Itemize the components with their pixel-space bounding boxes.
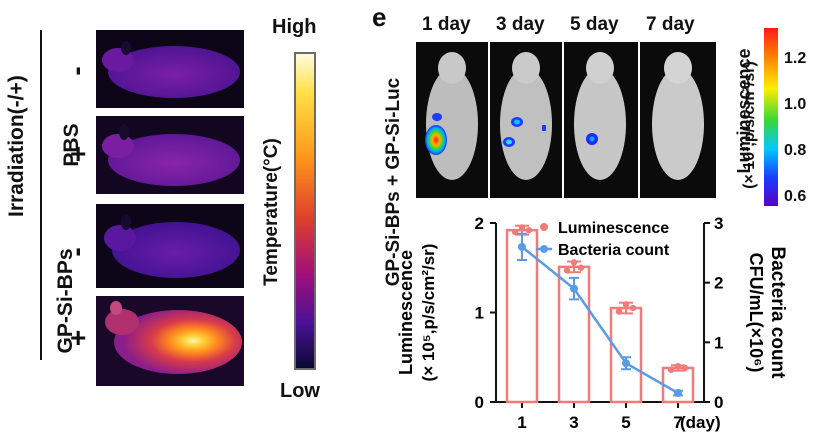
- x-tick-label: 7: [673, 413, 682, 432]
- bacteria-count-point: [518, 242, 526, 251]
- thermal-image-gpsi-no-irradiation: [96, 204, 244, 288]
- temperature-colorbar: [294, 52, 316, 370]
- bacteria-count-point: [622, 359, 630, 368]
- right-y-tick-label: 3: [714, 214, 723, 233]
- thermal-section: Irradiation(-/+) PBS GP-Si-BPs - + - +: [0, 0, 360, 443]
- sign-plus-gpsi: +: [70, 322, 87, 353]
- luminescence-point: [629, 304, 637, 312]
- luminescence-point: [577, 264, 585, 271]
- luminescence-colorbar: [764, 28, 778, 206]
- mouse-bioluminescence: [500, 52, 552, 180]
- sign-minus-gpsi: -: [60, 247, 92, 257]
- luminescence-image-day3: [490, 42, 562, 198]
- colorbar-high-label: High: [272, 16, 317, 38]
- right-y-tick-label: 1: [714, 333, 723, 352]
- legend-bacteria-label: Bacteria count: [558, 242, 670, 259]
- luminescence-point: [667, 366, 675, 373]
- luminescence-colorbar-label-2: (× 10³,p/s/cm²/sr): [741, 61, 758, 189]
- irradiation-label: Irradiation(-/+): [5, 75, 28, 217]
- thermal-image-pbs-no-irradiation: [96, 30, 244, 108]
- sign-minus-pbs: -: [60, 66, 92, 76]
- luminescence-point: [674, 363, 682, 370]
- luminescence-point: [615, 308, 623, 315]
- legend-luminescence-label: Luminescence: [558, 220, 669, 237]
- mouse-bioluminescence: [652, 52, 704, 180]
- x-tick-label: 3: [569, 413, 578, 432]
- day-title-3: 3 day: [496, 14, 545, 35]
- luminescence-point: [563, 267, 571, 274]
- mouse-silhouette: [104, 214, 240, 278]
- thermal-image-gpsi-irradiation: [96, 296, 244, 386]
- mouse-bioluminescence: [574, 52, 626, 180]
- left-y-tick-label: 0: [475, 393, 484, 412]
- right-y-axis-subtitle: CFU/mL(×10⁶): [746, 253, 766, 373]
- luminescence-point: [622, 301, 630, 308]
- thermal-image-pbs-irradiation: [96, 116, 244, 194]
- x-tick-label: 5: [621, 413, 630, 432]
- day-title-1: 1 day: [422, 14, 471, 35]
- mouse-silhouette: [105, 301, 242, 374]
- day-title-7: 7 day: [646, 14, 695, 35]
- x-tick-label: 1: [517, 413, 526, 432]
- x-unit-label: (day): [680, 413, 721, 432]
- luminescence-point: [570, 259, 578, 266]
- mouse-silhouette: [102, 124, 240, 186]
- luminescence-bar: [609, 306, 643, 404]
- bacteria-count-point: [570, 284, 578, 293]
- colorbar-tick-1-2: 1.2: [784, 50, 807, 67]
- legend-luminescence-marker: [540, 223, 548, 231]
- luminescence-point: [518, 224, 526, 231]
- bacteria-count-line: [521, 245, 679, 395]
- colorbar-tick-0-8: 0.8: [784, 142, 807, 159]
- colorbar-low-label: Low: [280, 380, 320, 402]
- luminescence-point: [525, 226, 533, 234]
- colorbar-tick-1-0: 1.0: [784, 96, 807, 113]
- left-y-axis-title: Luminescence: [396, 250, 416, 375]
- bacteria-count-point: [674, 389, 682, 398]
- mouse-bioluminescence: [425, 52, 478, 180]
- luminescence-image-day5: [564, 42, 638, 198]
- legend-bacteria-marker: [540, 245, 548, 253]
- left-y-axis-subtitle: (× 10⁵,p/s/cm²/sr): [419, 244, 438, 382]
- left-y-tick-label: 2: [475, 214, 484, 233]
- day-title-5: 5 day: [570, 14, 619, 35]
- sign-plus-pbs: +: [70, 138, 87, 169]
- mouse-silhouette: [102, 41, 240, 98]
- luminescence-point: [681, 364, 689, 372]
- group-bracket-line: [40, 30, 42, 360]
- right-y-axis-title: Bacteria count: [767, 247, 788, 380]
- luminescence-image-day7: [640, 42, 716, 198]
- luminescence-image-day1: [416, 42, 488, 198]
- right-y-tick-label: 2: [714, 274, 723, 293]
- luminescence-bacteria-chart: 0 1 2 0 1 2 3 1 3 5 7(day) Luminescence Bacteria cou…: [396, 214, 788, 432]
- temperature-axis-label: Temperature(°C): [261, 138, 282, 286]
- colorbar-tick-0-6: 0.6: [784, 188, 807, 205]
- left-y-tick-label: 1: [475, 304, 484, 323]
- panel-letter: e: [372, 2, 387, 32]
- luminescence-point: [511, 228, 519, 236]
- right-y-tick-label: 0: [714, 393, 723, 412]
